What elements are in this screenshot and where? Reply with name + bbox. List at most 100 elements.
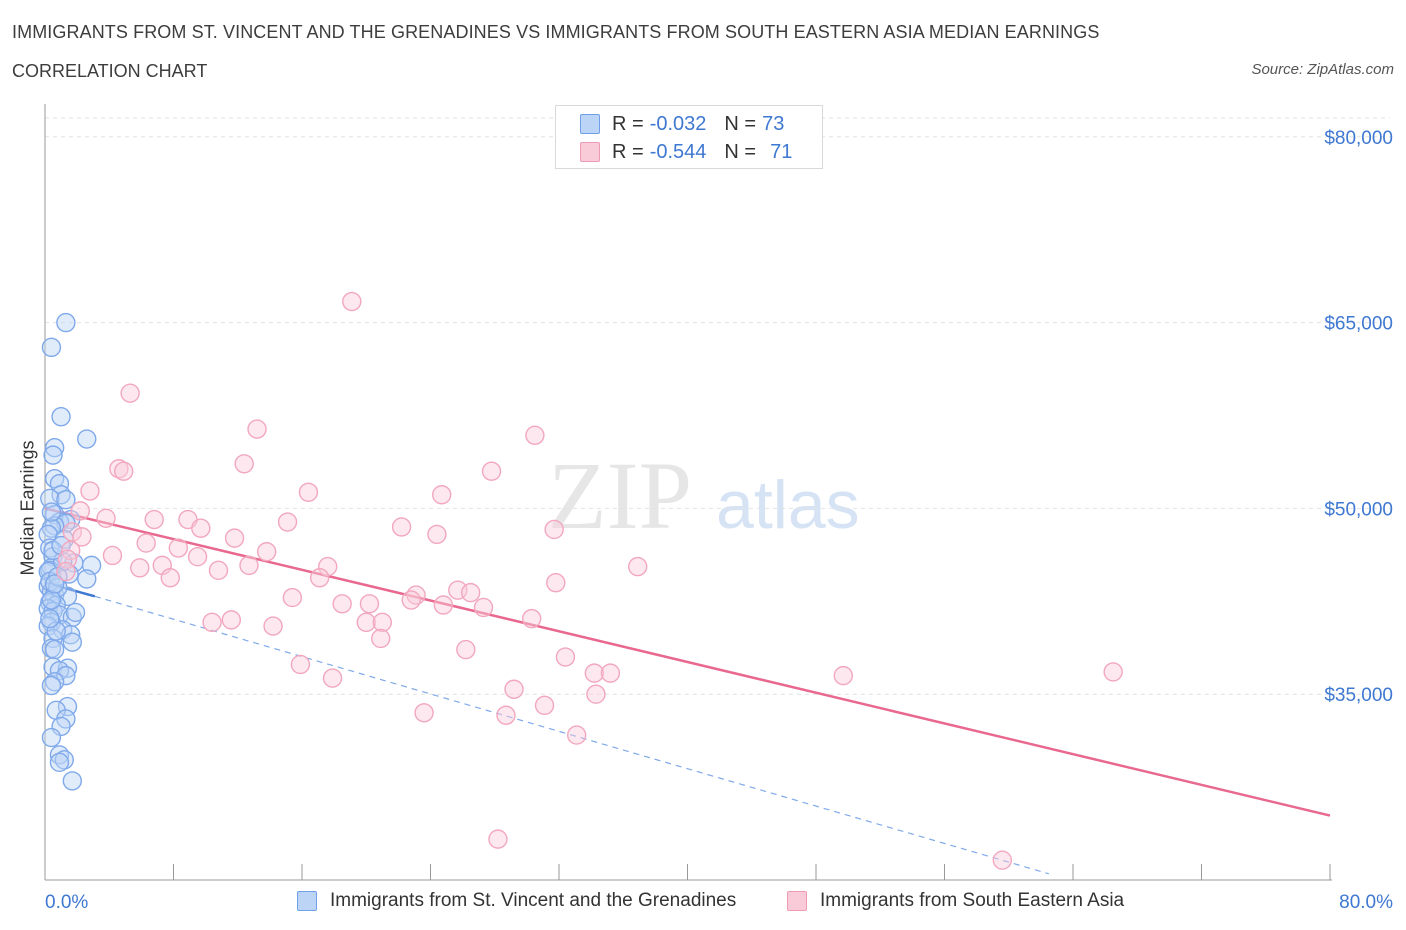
data-point-pink <box>504 679 524 699</box>
correlation-legend: R = -0.032 N = 73 R = -0.544 N = 71 <box>555 105 823 169</box>
data-point-pink <box>356 612 376 633</box>
data-point-blue <box>44 639 65 660</box>
data-point-pink <box>239 555 259 576</box>
data-point-pink <box>427 524 447 545</box>
data-point-pink <box>247 419 267 439</box>
data-point-pink <box>481 461 502 481</box>
data-point-blue <box>65 602 86 623</box>
grid-lines <box>45 117 1390 695</box>
trend-lines <box>44 507 1331 875</box>
data-point-pink <box>322 668 343 688</box>
watermark-zip: ZIP <box>548 442 692 549</box>
data-point-pink <box>546 573 566 593</box>
data-point-pink <box>525 425 545 446</box>
data-point-blue <box>46 621 66 641</box>
legend-n-label: N = <box>724 112 757 135</box>
data-point-pink <box>473 597 494 618</box>
data-point-blue <box>62 771 83 791</box>
y-tick-label: $80,000 <box>1324 128 1393 149</box>
data-point-pink <box>160 568 180 588</box>
x-tick-label: 0.0% <box>45 892 88 913</box>
y-axis-label: Median Earnings <box>17 440 38 576</box>
source-credit: Source: ZipAtlas.com <box>1251 61 1394 78</box>
data-point-pink <box>1103 662 1123 682</box>
data-point-pink <box>130 558 150 578</box>
data-point-pink <box>62 522 83 542</box>
legend-swatch-pink <box>580 142 600 162</box>
data-point-pink <box>534 695 555 716</box>
data-point-pink <box>332 594 352 614</box>
y-tick-label: $50,000 <box>1324 499 1393 520</box>
data-point-pink <box>187 546 208 567</box>
data-point-pink <box>136 533 156 553</box>
series-swatch-blue <box>297 891 317 911</box>
legend-n-value: 71 <box>770 140 793 163</box>
data-point-pink <box>414 703 434 723</box>
legend-r-value: -0.032 <box>649 112 707 135</box>
data-point-pink <box>221 610 242 630</box>
series-legend-item-blue: Immigrants from St. Vincent and the Gren… <box>297 890 736 912</box>
data-point-pink <box>359 594 380 614</box>
data-point-pink <box>224 528 245 548</box>
legend-r-label: R = <box>612 140 644 163</box>
data-point-pink <box>234 454 254 474</box>
data-point-pink <box>488 829 508 849</box>
data-point-pink <box>298 482 319 502</box>
data-point-pink <box>544 519 564 540</box>
data-point-pink <box>96 508 116 528</box>
legend-n-label: N = <box>724 140 757 163</box>
data-point-pink <box>600 663 621 683</box>
data-point-pink <box>628 556 648 577</box>
legend-r-value: -0.544 <box>649 140 707 163</box>
tick-labels: $35,000 $50,000 $65,000 $80,000 0.0% 80.0% <box>45 128 1393 913</box>
data-point-pink <box>521 608 542 629</box>
data-point-pink <box>277 512 298 532</box>
data-point-blue <box>41 337 62 358</box>
series-swatch-pink <box>787 891 807 911</box>
data-point-pink <box>114 461 134 481</box>
data-point-pink <box>401 590 421 610</box>
data-point-pink <box>256 542 277 562</box>
data-point-blue <box>56 490 76 510</box>
legend-row-pink: R = -0.544 N = 71 <box>580 140 792 164</box>
chart-subtitle: CORRELATION CHART <box>12 61 208 81</box>
data-point-blue <box>77 569 97 589</box>
data-point-blue <box>41 675 62 696</box>
data-point-pink <box>456 639 476 660</box>
data-point-blue <box>41 502 62 522</box>
data-point-pink <box>80 481 100 501</box>
data-point-pink <box>833 665 854 686</box>
data-point-blue <box>77 429 97 449</box>
data-point-blue <box>62 632 83 652</box>
data-point-blue <box>56 312 76 333</box>
watermark-atlas: atlas <box>716 467 860 543</box>
data-point-pink <box>371 628 391 649</box>
data-point-pink <box>372 612 393 633</box>
data-point-blue <box>40 608 60 629</box>
series-legend-item-pink: Immigrants from South Eastern Asia <box>787 890 1124 912</box>
data-point-blue <box>44 437 65 458</box>
data-point-pink <box>168 538 189 558</box>
series-label-pink: Immigrants from South Eastern Asia <box>820 890 1125 911</box>
data-point-pink <box>342 291 362 312</box>
trend-line-pink <box>44 507 1331 817</box>
data-point-pink <box>102 545 123 566</box>
data-point-pink <box>460 582 481 603</box>
data-point-pink <box>555 647 576 667</box>
legend-swatch-blue <box>580 114 600 134</box>
data-point-pink <box>433 595 454 615</box>
data-point-pink <box>72 527 92 547</box>
data-point-pink <box>120 383 140 403</box>
legend-n-value: 73 <box>762 112 785 135</box>
data-point-blue <box>43 445 63 465</box>
chart-title: IMMIGRANTS FROM ST. VINCENT AND THE GREN… <box>12 22 1100 42</box>
series-legend: Immigrants from St. Vincent and the Gren… <box>0 890 1406 916</box>
data-point-blue <box>49 752 70 773</box>
trend-line-blue-extended <box>94 595 1050 875</box>
x-tick-label: 80.0% <box>1339 892 1393 913</box>
y-tick-label: $65,000 <box>1324 314 1393 335</box>
data-point-blue <box>59 564 79 584</box>
data-point-pink <box>263 616 283 636</box>
y-tick-label: $35,000 <box>1324 685 1393 706</box>
